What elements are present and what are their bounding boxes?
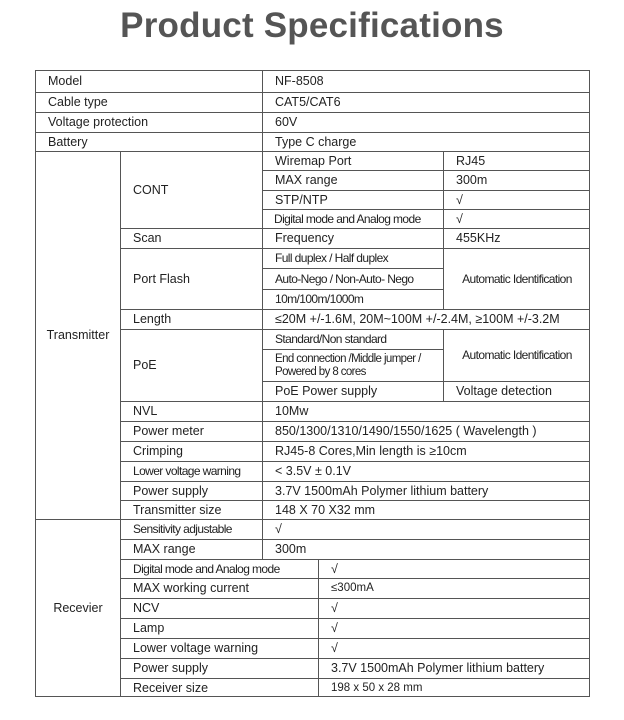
nvl-value: 10Mw <box>262 401 590 421</box>
receiver-max-range-value: 300m <box>262 539 590 559</box>
receiver-lower-voltage-label: Lower voltage warning <box>120 638 318 658</box>
transmitter-size-value: 148 X 70 X32 mm <box>262 500 590 519</box>
cont-label: CONT <box>120 151 262 228</box>
cont-row-label: Digital mode and Analog mode <box>262 209 443 228</box>
lamp-label: Lamp <box>120 618 318 638</box>
max-working-current-label: MAX working current <box>120 578 318 598</box>
page-title: Product Specifications <box>120 6 504 45</box>
cable-type-value: CAT5/CAT6 <box>262 92 590 112</box>
poe-rows-value: Automatic Identification <box>443 329 590 381</box>
crimping-value: RJ45-8 Cores,Min length is ≥10cm <box>262 441 590 461</box>
model-value: NF-8508 <box>262 70 590 92</box>
scan-frequency-value: 455KHz <box>443 228 590 248</box>
receiver-max-range-label: MAX range <box>120 539 262 559</box>
poe-row: End connection /Middle jumper / Powered … <box>262 349 443 381</box>
transmitter-label: Transmitter <box>35 151 120 519</box>
cont-row-label: Wiremap Port <box>262 151 443 170</box>
cont-row-value: 300m <box>443 170 590 190</box>
sensitivity-value: √ <box>262 519 590 539</box>
poe-power-supply-value: Voltage detection <box>443 381 590 401</box>
port-flash-row: Auto-Nego / Non-Auto- Nego <box>262 268 443 289</box>
length-value: ≤20M +/-1.6M, 20M~100M +/-2.4M, ≥100M +/… <box>262 309 590 329</box>
poe-row: Standard/Non standard <box>262 329 443 349</box>
port-flash-value: Automatic Identification <box>443 248 590 309</box>
battery-label: Battery <box>35 132 262 151</box>
crimping-label: Crimping <box>120 441 262 461</box>
receiver-power-supply-value: 3.7V 1500mAh Polymer lithium battery <box>318 658 590 678</box>
nvl-label: NVL <box>120 401 262 421</box>
port-flash-label: Port Flash <box>120 248 262 309</box>
power-supply-value: 3.7V 1500mAh Polymer lithium battery <box>262 481 590 500</box>
receiver-label: Recevier <box>35 519 120 697</box>
scan-frequency-label: Frequency <box>262 228 443 248</box>
cont-row-value: RJ45 <box>443 151 590 170</box>
receiver-size-value: 198 x 50 x 28 mm <box>318 678 590 697</box>
receiver-power-supply-label: Power supply <box>120 658 318 678</box>
power-meter-label: Power meter <box>120 421 262 441</box>
transmitter-size-label: Transmitter size <box>120 500 262 519</box>
lamp-value: √ <box>318 618 590 638</box>
battery-value: Type C charge <box>262 132 590 151</box>
receiver-digital-mode-label: Digital mode and Analog mode <box>120 559 318 578</box>
ncv-value: √ <box>318 598 590 618</box>
power-supply-label: Power supply <box>120 481 262 500</box>
sensitivity-label: Sensitivity adjustable <box>120 519 262 539</box>
poe-power-supply-label: PoE Power supply <box>262 381 443 401</box>
receiver-digital-mode-value: √ <box>318 559 590 578</box>
port-flash-row: 10m/100m/1000m <box>262 289 443 309</box>
cable-type-label: Cable type <box>35 92 262 112</box>
length-label: Length <box>120 309 262 329</box>
scan-label: Scan <box>120 228 262 248</box>
cont-row-value: √ <box>443 190 590 209</box>
voltage-protection-value: 60V <box>262 112 590 132</box>
lower-voltage-warning-label: Lower voltage warning <box>120 461 262 481</box>
receiver-lower-voltage-value: √ <box>318 638 590 658</box>
spec-table: Model NF-8508 Cable type CAT5/CAT6 Volta… <box>35 70 590 697</box>
model-label: Model <box>35 70 262 92</box>
cont-row-label: MAX range <box>262 170 443 190</box>
voltage-protection-label: Voltage protection <box>35 112 262 132</box>
lower-voltage-warning-value: < 3.5V ± 0.1V <box>262 461 590 481</box>
poe-label: PoE <box>120 329 262 401</box>
port-flash-row: Full duplex / Half duplex <box>262 248 443 268</box>
receiver-size-label: Receiver size <box>120 678 318 697</box>
cont-row-value: √ <box>443 209 590 228</box>
cont-row-label: STP/NTP <box>262 190 443 209</box>
power-meter-value: 850/1300/1310/1490/1550/1625 ( Wavelengt… <box>262 421 590 441</box>
max-working-current-value: ≤300mA <box>318 578 590 598</box>
ncv-label: NCV <box>120 598 318 618</box>
